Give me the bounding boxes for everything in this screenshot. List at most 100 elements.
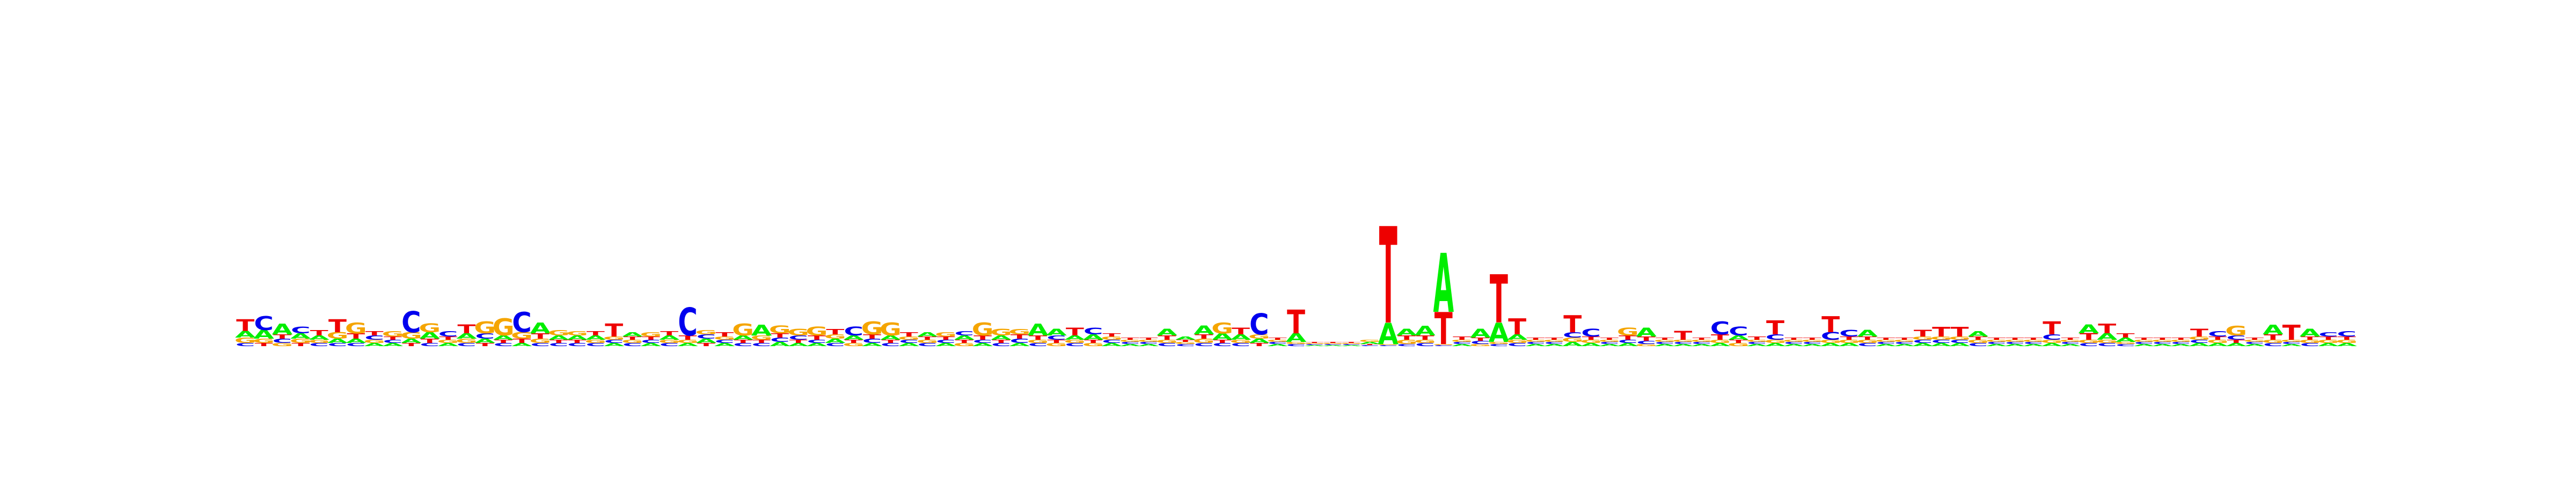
logo-letter-t: T xyxy=(1600,337,1619,340)
logo-letter-a: A xyxy=(935,342,956,347)
logo-letter-t: T xyxy=(1287,304,1305,342)
logo-letter-a: A xyxy=(438,342,459,347)
logo-letter-a: A xyxy=(235,330,256,340)
logo-letter-t: T xyxy=(2043,318,2061,339)
logo-letter-t: T xyxy=(1269,337,1287,340)
logo-letter-t: T xyxy=(568,339,587,344)
logo-letter-c: C xyxy=(1452,341,1472,345)
logo-letter-c: C xyxy=(1121,341,1140,345)
logo-letter-a: A xyxy=(1157,327,1177,338)
logo-letter-t: T xyxy=(789,339,808,344)
logo-letter-c: C xyxy=(328,342,348,347)
logo-letter-g: G xyxy=(2225,323,2247,339)
logo-letter-a: A xyxy=(1359,341,1380,345)
logo-letter-c: C xyxy=(1009,338,1029,345)
logo-letter-g: G xyxy=(1064,339,1086,344)
logo-letter-t: T xyxy=(2024,337,2043,340)
logo-letter-a: A xyxy=(1599,343,1620,347)
logo-letter-c: C xyxy=(1526,341,1546,345)
logo-letter-c: C xyxy=(1470,340,1490,345)
logo-letter-t: T xyxy=(1527,337,1545,340)
logo-letter-g: G xyxy=(271,342,293,347)
logo-letter-t: T xyxy=(936,336,955,341)
logo-letter-g: G xyxy=(1617,326,1639,338)
logo-letter-t: T xyxy=(2190,327,2208,339)
logo-letter-t: T xyxy=(1342,342,1360,343)
logo-letter-g: G xyxy=(1746,339,1768,342)
logo-letter-a: A xyxy=(346,338,367,345)
logo-letter-g: G xyxy=(695,329,717,336)
logo-letter-a: A xyxy=(1507,333,1528,341)
logo-letter-g: G xyxy=(1359,339,1381,342)
logo-letter-a: A xyxy=(677,342,698,347)
logo-letter-a: A xyxy=(1913,342,1934,347)
logo-letter-t: T xyxy=(2098,321,2116,336)
logo-letter-c: C xyxy=(1360,345,1380,347)
logo-letter-g: G xyxy=(493,314,515,341)
logo-letter-c: C xyxy=(954,330,974,337)
logo-letter-c: C xyxy=(1618,339,1638,344)
logo-letter-g: G xyxy=(326,331,348,341)
logo-letter-t: T xyxy=(291,342,310,347)
logo-letter-g: G xyxy=(345,320,367,336)
logo-letter-a: A xyxy=(2023,343,2044,347)
logo-letter-a: A xyxy=(1415,323,1436,339)
logo-letter-c: C xyxy=(1913,339,1933,344)
logo-letter-t: T xyxy=(1895,337,1913,340)
logo-letter-c: C xyxy=(1710,318,1730,339)
logo-letter-a: A xyxy=(493,334,514,341)
logo-letter-c: C xyxy=(1563,331,1583,339)
logo-letter-c: C xyxy=(2190,339,2209,344)
logo-letter-a: A xyxy=(253,328,274,342)
logo-letter-c: C xyxy=(1673,341,1693,345)
logo-letter-c: C xyxy=(1176,343,1196,347)
logo-letter-c: C xyxy=(1305,344,1324,346)
logo-letter-g: G xyxy=(990,327,1012,338)
logo-letter-g: G xyxy=(308,339,330,344)
logo-letter-a: A xyxy=(788,342,809,347)
logo-letter-c: C xyxy=(2116,343,2135,347)
logo-letter-a: A xyxy=(1304,345,1326,347)
logo-letter-t: T xyxy=(642,336,661,341)
logo-letter-a: A xyxy=(456,332,478,340)
logo-letter-c: C xyxy=(1784,341,1804,345)
logo-letter-g: G xyxy=(1377,344,1399,346)
logo-letter-a: A xyxy=(1452,343,1473,347)
logo-letter-a: A xyxy=(972,342,993,347)
logo-letter-t: T xyxy=(2117,332,2135,339)
logo-letter-t: T xyxy=(2264,333,2282,341)
logo-letter-a: A xyxy=(2115,336,2136,343)
logo-letter-a: A xyxy=(1876,343,1897,347)
logo-letter-c: C xyxy=(936,339,956,344)
logo-letter-g: G xyxy=(1690,339,1713,342)
logo-letter-c: C xyxy=(752,342,772,347)
logo-letter-c: C xyxy=(2226,334,2246,341)
logo-letter-g: G xyxy=(1598,339,1620,342)
logo-letter-a: A xyxy=(659,334,680,341)
